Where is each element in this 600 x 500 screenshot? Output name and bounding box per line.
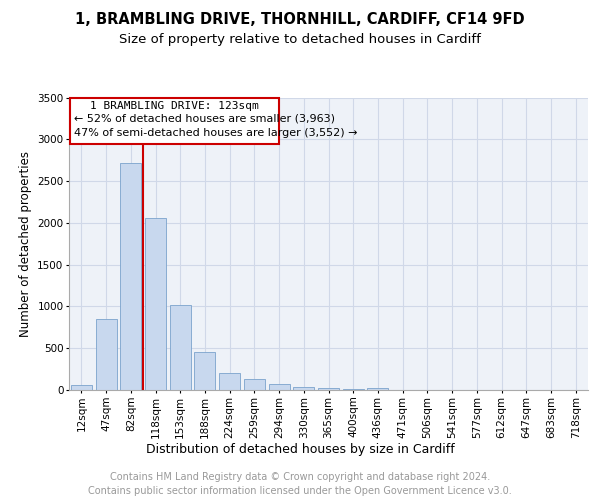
Text: 1, BRAMBLING DRIVE, THORNHILL, CARDIFF, CF14 9FD: 1, BRAMBLING DRIVE, THORNHILL, CARDIFF, … [75, 12, 525, 28]
Bar [120, 162, 141, 390]
Bar [170, 305, 191, 390]
Text: Size of property relative to detached houses in Cardiff: Size of property relative to detached ho… [119, 32, 481, 46]
Text: Contains HM Land Registry data © Crown copyright and database right 2024.: Contains HM Land Registry data © Crown c… [110, 472, 490, 482]
Text: ← 52% of detached houses are smaller (3,963): ← 52% of detached houses are smaller (3,… [74, 114, 335, 124]
Text: 1 BRAMBLING DRIVE: 123sqm: 1 BRAMBLING DRIVE: 123sqm [90, 101, 259, 111]
Bar [95, 319, 116, 390]
Bar [293, 387, 314, 390]
Bar [145, 218, 166, 390]
Bar [244, 379, 265, 390]
Bar [219, 374, 240, 390]
Text: Contains public sector information licensed under the Open Government Licence v3: Contains public sector information licen… [88, 486, 512, 496]
Bar [318, 388, 339, 390]
Y-axis label: Number of detached properties: Number of detached properties [19, 151, 32, 337]
Bar [367, 388, 388, 390]
Bar [269, 384, 290, 390]
Bar [71, 385, 92, 390]
Text: 47% of semi-detached houses are larger (3,552) →: 47% of semi-detached houses are larger (… [74, 128, 358, 138]
Text: Distribution of detached houses by size in Cardiff: Distribution of detached houses by size … [146, 442, 454, 456]
Bar [194, 352, 215, 390]
FancyBboxPatch shape [70, 98, 279, 144]
Bar [343, 389, 364, 390]
